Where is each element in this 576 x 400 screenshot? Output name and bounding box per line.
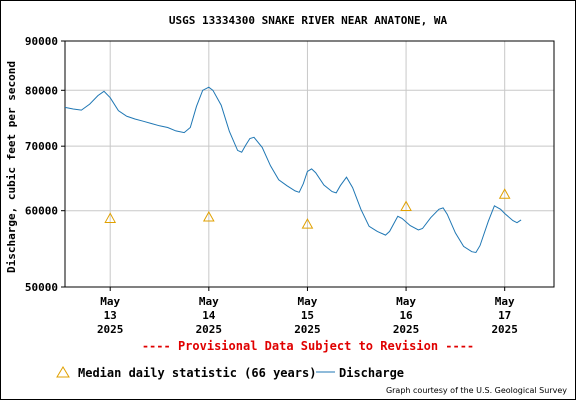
median-marker	[104, 212, 117, 223]
plot-area-border	[64, 40, 555, 288]
provisional-note: ---- Provisional Data Subject to Revisio…	[142, 339, 474, 353]
x-tick-label: 15	[301, 309, 314, 322]
legend: Median daily statistic (66 years) Discha…	[56, 366, 404, 380]
grid	[65, 41, 554, 287]
discharge-line	[64, 86, 522, 254]
y-tick-label: 90000	[25, 35, 58, 48]
x-tick-label: May	[199, 295, 219, 308]
x-tick-label: 2025	[97, 323, 124, 336]
y-tick-label: 50000	[25, 281, 58, 294]
x-axis: May132025May142025May152025May162025May1…	[97, 287, 518, 336]
y-tick-label: 70000	[25, 140, 58, 153]
legend-discharge-label: Discharge	[339, 366, 404, 380]
x-tick-label: 2025	[196, 323, 223, 336]
y-tick-label: 60000	[25, 205, 58, 218]
y-tick-label: 80000	[25, 84, 58, 97]
x-tick-label: 2025	[393, 323, 420, 336]
x-tick-label: 13	[104, 309, 117, 322]
x-tick-label: 14	[202, 309, 216, 322]
credit-text: Graph courtesy of the U.S. Geological Su…	[386, 386, 567, 395]
x-tick-label: May	[100, 295, 120, 308]
median-marker	[400, 200, 412, 212]
x-tick-label: May	[495, 295, 515, 308]
x-tick-label: 17	[498, 309, 511, 322]
median-marker	[301, 218, 314, 229]
series-layer	[64, 86, 522, 254]
x-tick-label: 2025	[294, 323, 321, 336]
chart-title: USGS 13334300 SNAKE RIVER NEAR ANATONE, …	[169, 14, 448, 27]
legend-median-marker	[56, 366, 70, 378]
x-tick-label: May	[396, 295, 416, 308]
y-axis: 90000 80000 70000 60000 50000	[25, 35, 65, 294]
legend-median-label: Median daily statistic (66 years)	[78, 366, 316, 380]
median-marker	[202, 210, 215, 222]
x-tick-label: 16	[399, 309, 413, 322]
y-axis-label: Discharge, cubic feet per second	[5, 61, 18, 273]
x-tick-label: 2025	[491, 323, 518, 336]
median-marker	[498, 188, 511, 199]
x-tick-label: May	[298, 295, 318, 308]
